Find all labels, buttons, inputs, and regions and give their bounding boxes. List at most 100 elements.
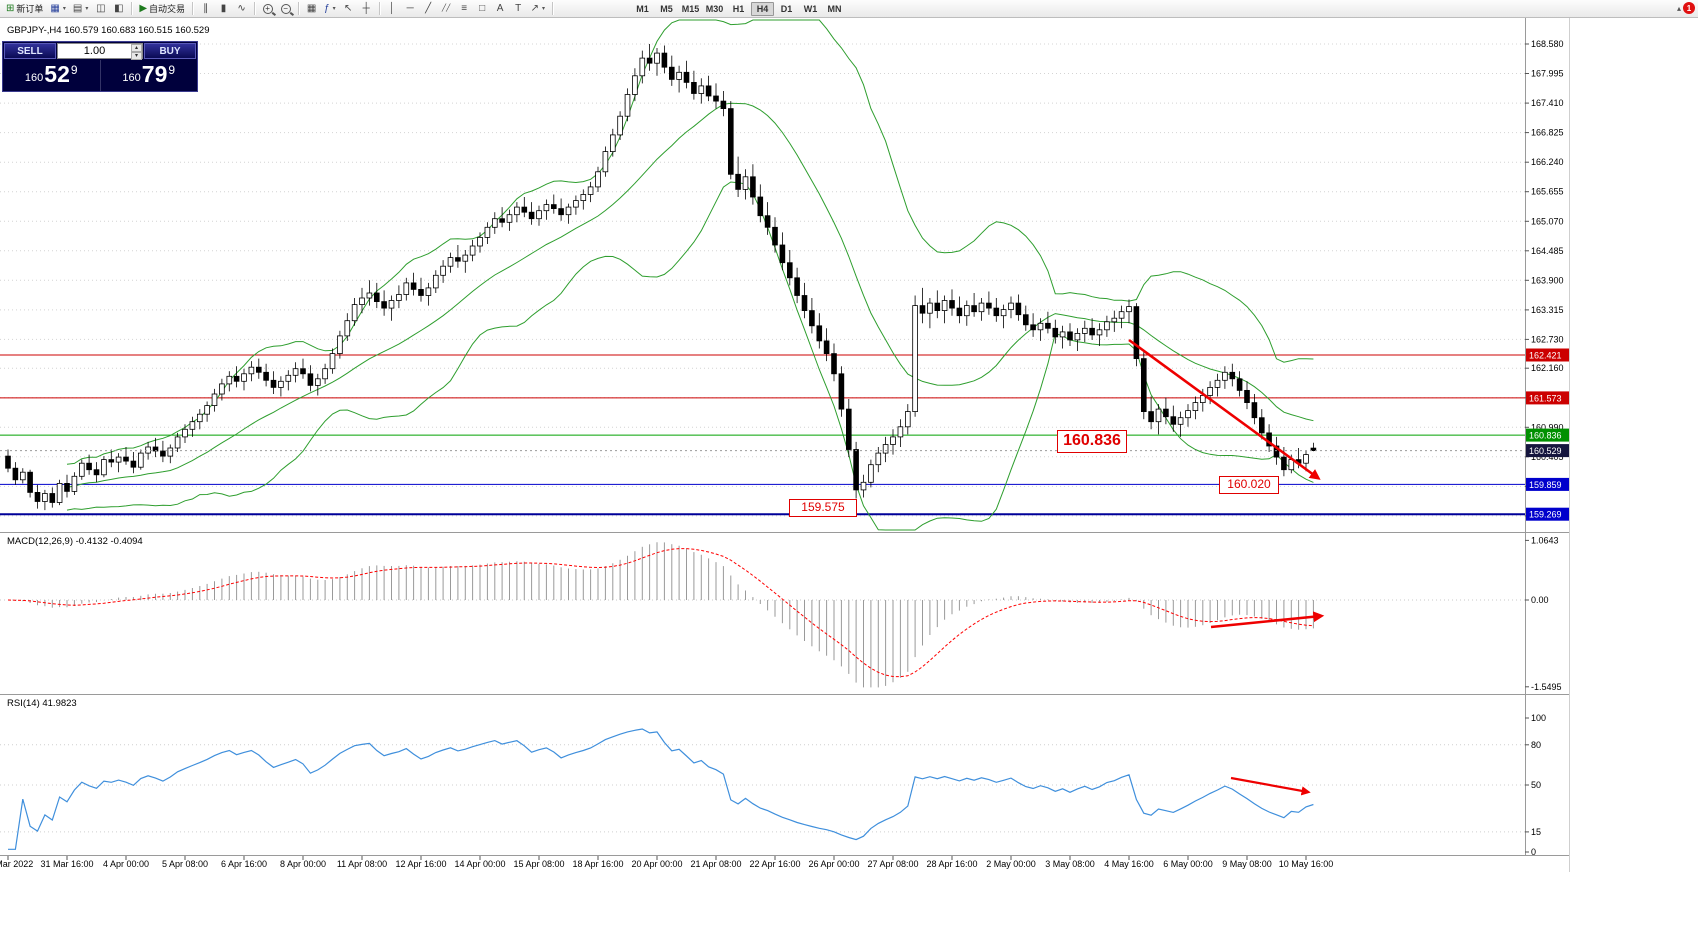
chart-window-icon: ▦ <box>50 2 60 14</box>
timeframe-button-m30[interactable]: M30 <box>703 2 726 16</box>
svg-text:166.825: 166.825 <box>1531 128 1564 138</box>
trendline-button[interactable]: ╱ <box>420 1 437 16</box>
channel-button[interactable]: ╱╱ <box>438 1 455 16</box>
indicators-button[interactable]: ƒ ▾ <box>321 1 339 16</box>
svg-text:15 Apr 08:00: 15 Apr 08:00 <box>513 859 564 869</box>
market-watch-button[interactable]: ◫ <box>92 1 109 16</box>
svg-text:80: 80 <box>1531 740 1541 750</box>
sell-button[interactable]: SELL <box>4 43 56 59</box>
svg-text:167.410: 167.410 <box>1531 98 1564 108</box>
text-icon: A <box>496 2 504 14</box>
svg-text:5 Apr 08:00: 5 Apr 08:00 <box>162 859 208 869</box>
svg-text:6 Apr 16:00: 6 Apr 16:00 <box>221 859 267 869</box>
svg-text:1.0643: 1.0643 <box>1531 535 1559 545</box>
svg-text:0: 0 <box>1531 847 1536 857</box>
terminal-icon: ◧ <box>114 2 124 14</box>
svg-text:160.836: 160.836 <box>1529 431 1562 441</box>
trend-arrows[interactable] <box>1128 338 1325 796</box>
symbol-ohlc-label: GBPJPY-,H4 160.579 160.683 160.515 160.5… <box>7 25 210 36</box>
time-axis: 30 Mar 2022 31 Mar 16:00 4 Apr 00:00 5 Apr … <box>0 856 1333 869</box>
chevron-down-icon: ▾ <box>62 6 66 12</box>
svg-text:165.070: 165.070 <box>1531 216 1564 226</box>
zoom-in-button[interactable]: + <box>259 1 276 16</box>
timeframe-button-d1[interactable]: D1 <box>775 2 798 16</box>
volume-input[interactable]: 1.00 ▴ ▾ <box>57 43 143 60</box>
trade-panel-prices: 160 52 9 160 79 9 <box>3 60 197 91</box>
horizontal-line-button[interactable]: ─ <box>402 1 419 16</box>
timeframe-group: M1 M5 M15 M30 H1 H4 D1 W1 MN <box>631 1 846 16</box>
timeframe-button-mn[interactable]: MN <box>823 2 846 16</box>
toolbar-separator <box>378 2 380 15</box>
text-button[interactable]: A <box>492 1 509 16</box>
toolbar-separator <box>131 2 133 15</box>
fibonacci-button[interactable]: ≡ <box>456 1 473 16</box>
new-chart-button[interactable]: ▦ ▾ <box>47 1 68 16</box>
chevron-down-icon: ▾ <box>542 6 546 12</box>
trade-panel-controls: SELL 1.00 ▴ ▾ BUY <box>3 42 197 60</box>
grid-button[interactable]: ▦ <box>303 1 320 16</box>
svg-text:160.529: 160.529 <box>1529 446 1562 456</box>
line-chart-button[interactable]: ∿ <box>233 1 250 16</box>
zoom-in-icon: + <box>262 3 273 14</box>
indicators-icon: ƒ <box>324 2 330 14</box>
shapes-button[interactable]: □ <box>474 1 491 16</box>
bar-chart-icon: ∥ <box>203 2 209 14</box>
svg-text:50: 50 <box>1531 780 1541 790</box>
timeframe-button-m5[interactable]: M5 <box>655 2 678 16</box>
svg-text:11 Apr 08:00: 11 Apr 08:00 <box>337 859 387 869</box>
terminal-button[interactable]: ◧ <box>110 1 127 16</box>
svg-text:15: 15 <box>1531 827 1541 837</box>
timeframe-button-m15[interactable]: M15 <box>679 2 702 16</box>
auto-trading-button[interactable]: ▶ 自动交易 <box>136 1 188 16</box>
main-toolbar: ⊞ 新订单 ▦ ▾ ▤ ▾ ◫ ◧ ▶ 自动交易 ∥ ▮ ∿ <box>0 0 1698 18</box>
candle-chart-icon: ▮ <box>220 2 227 14</box>
channel-icon: ╱╱ <box>441 5 451 12</box>
arrow-tool-button[interactable]: ↗ ▾ <box>528 1 548 16</box>
market-watch-icon: ◫ <box>96 2 106 14</box>
arrow-tool-icon: ↗ <box>530 2 540 14</box>
trendline-icon: ╱ <box>425 2 432 14</box>
notification-badge[interactable]: 1 <box>1683 2 1695 14</box>
profiles-button[interactable]: ▤ ▾ <box>70 1 91 16</box>
svg-text:31 Mar 16:00: 31 Mar 16:00 <box>40 859 93 869</box>
vertical-line-button[interactable]: │ <box>384 1 401 16</box>
crosshair-button[interactable]: ┼ <box>358 1 375 16</box>
svg-text:21 Apr 08:00: 21 Apr 08:00 <box>690 859 741 869</box>
candle-chart-button[interactable]: ▮ <box>215 1 232 16</box>
new-order-button[interactable]: ⊞ 新订单 <box>3 1 46 16</box>
buy-button[interactable]: BUY <box>144 43 196 59</box>
svg-text:14 Apr 00:00: 14 Apr 00:00 <box>454 859 505 869</box>
text-label-button[interactable]: T <box>510 1 527 16</box>
chevron-down-icon: ▾ <box>85 6 89 12</box>
spinner-down-icon[interactable]: ▾ <box>131 52 142 60</box>
toolbar-separator <box>552 2 554 15</box>
bar-chart-button[interactable]: ∥ <box>197 1 214 16</box>
macd-axis: 1.0643 0.00 -1.5495 <box>1525 535 1562 692</box>
timeframe-button-w1[interactable]: W1 <box>799 2 822 16</box>
spinner-up-icon[interactable]: ▴ <box>131 44 142 52</box>
trade-panel-divider <box>99 60 101 91</box>
macd-indicator-label: MACD(12,26,9) -0.4132 -0.4094 <box>7 536 143 547</box>
new-order-icon: ⊞ <box>6 2 15 14</box>
timeframe-button-m1[interactable]: M1 <box>631 2 654 16</box>
price-grid: 168.580 167.995 167.410 166.825 166.240 165.6… <box>0 39 1564 517</box>
toolbar-separator <box>192 2 194 15</box>
text-label-icon: T <box>515 2 522 14</box>
cursor-button[interactable]: ↖ <box>340 1 357 16</box>
svg-text:20 Apr 00:00: 20 Apr 00:00 <box>631 859 682 869</box>
timeframe-button-h4[interactable]: H4 <box>751 1 775 16</box>
timeframe-button-h1[interactable]: H1 <box>727 2 750 16</box>
svg-text:160.990: 160.990 <box>1531 422 1564 432</box>
svg-text:167.995: 167.995 <box>1531 69 1564 79</box>
svg-text:9 May 08:00: 9 May 08:00 <box>1222 859 1272 869</box>
svg-text:161.573: 161.573 <box>1529 393 1562 403</box>
svg-text:4 Apr 00:00: 4 Apr 00:00 <box>103 859 149 869</box>
chevron-up-icon[interactable]: ▴ <box>1676 3 1681 13</box>
profiles-icon: ▤ <box>72 2 83 14</box>
toolbar-separator <box>254 2 256 15</box>
price-level-labels: 162.421 161.573 160.836 160.529 159.859 159.2… <box>0 348 1569 521</box>
zoom-out-button[interactable]: − <box>277 1 294 16</box>
line-chart-icon: ∿ <box>237 2 246 14</box>
svg-text:2 May 00:00: 2 May 00:00 <box>986 859 1036 869</box>
